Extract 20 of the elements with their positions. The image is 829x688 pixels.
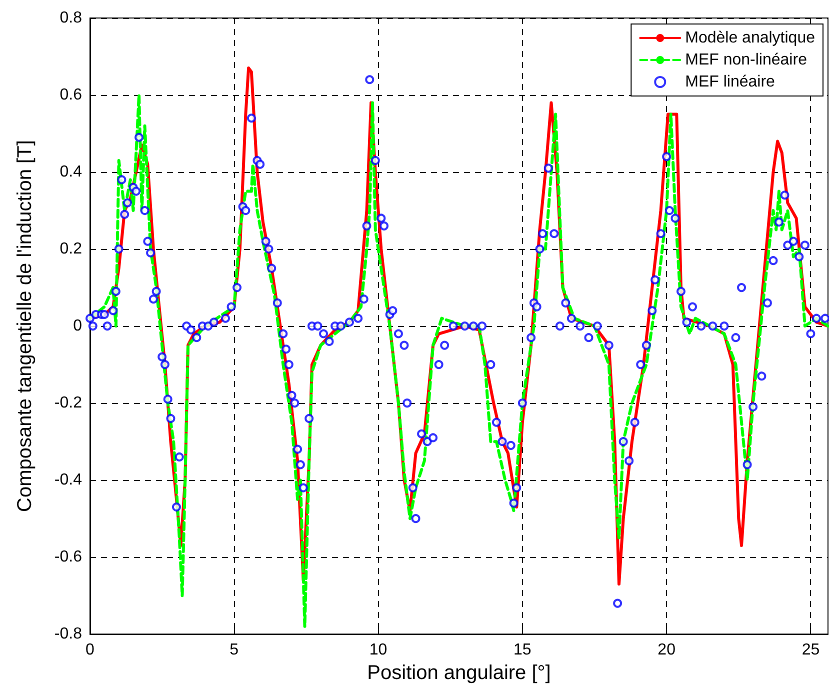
x-tick-label: 25 <box>802 642 820 659</box>
y-tick-label: -0.6 <box>54 548 82 566</box>
x-axis-title: Position angulaire [°] <box>367 662 551 684</box>
y-tick-label: 0.8 <box>60 10 82 26</box>
y-tick-label: 0 <box>73 318 82 335</box>
legend-label: Modèle analytique <box>685 30 816 46</box>
y-tick-label: -0.8 <box>54 626 82 643</box>
x-tick-label: 15 <box>514 642 532 659</box>
y-tick-label: 0.4 <box>60 164 82 181</box>
x-tick-label: 20 <box>658 642 676 659</box>
y-tick-label: 0.2 <box>60 240 82 258</box>
y-tick-label: 0.6 <box>60 86 82 104</box>
legend-label: MEF non-linéaire <box>685 52 808 68</box>
x-tick-label: 10 <box>369 642 388 659</box>
y-tick-label: -0.4 <box>54 472 82 489</box>
y-axis-title: Composante tangentielle de l'induction [T] <box>14 140 36 512</box>
x-tick-label: 0 <box>86 642 95 659</box>
x-tick-label: 5 <box>230 642 239 659</box>
y-tick-label: -0.2 <box>54 394 82 412</box>
legend-label: MEF linéaire <box>685 74 776 90</box>
